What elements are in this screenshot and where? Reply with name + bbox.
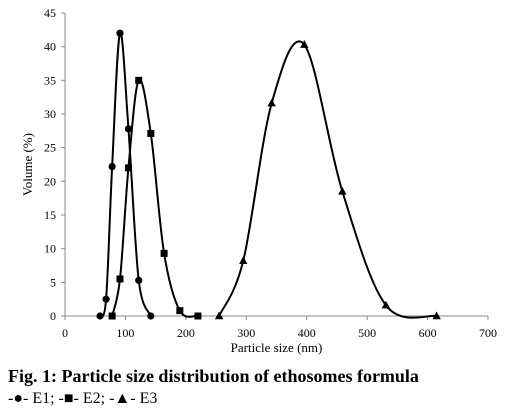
y-tick-label: 5 (50, 275, 56, 289)
data-point-e3 (432, 311, 441, 320)
data-point-e2 (116, 275, 124, 283)
y-tick-label: 20 (44, 174, 56, 188)
x-tick-label: 0 (62, 326, 68, 340)
figure-caption: Fig. 1: Particle size distribution of et… (8, 366, 419, 386)
series-line-e2 (111, 78, 199, 318)
data-point-e3 (214, 311, 224, 320)
x-tick-label: 100 (116, 326, 134, 340)
x-tick-label: 600 (419, 326, 437, 340)
x-axis-label: Particle size (nm) (231, 340, 323, 355)
series-line-e1 (99, 32, 152, 317)
y-tick-label: 40 (44, 40, 56, 54)
data-point-e1 (96, 312, 104, 320)
data-point-e2 (194, 312, 202, 320)
data-point-e3 (300, 40, 309, 48)
data-point-e3 (267, 98, 276, 107)
data-point-e3 (338, 186, 347, 195)
y-axis-label: Volume (%) (20, 133, 35, 196)
y-tick-label: 25 (44, 141, 56, 155)
x-tick-label: 500 (358, 326, 376, 340)
data-point-e2 (135, 76, 143, 84)
particle-size-chart: 0 100 200 300 400 500 600 700 0 5 10 15 20 25 30 35 40 45… (20, 6, 497, 355)
series-layer (96, 29, 441, 320)
data-point-e1 (124, 125, 133, 133)
y-tick-label: 45 (44, 6, 56, 20)
data-point-e3 (239, 256, 248, 264)
data-point-e1 (108, 162, 116, 171)
legend-text: -●- E1; -■- E2; -▲- E3 (8, 390, 158, 407)
data-point-e2 (124, 164, 132, 172)
data-point-e2 (176, 307, 184, 315)
data-point-e2 (160, 249, 168, 257)
data-point-e1 (135, 276, 143, 284)
data-point-e2 (147, 130, 155, 138)
y-tick-label: 35 (44, 73, 56, 87)
axes: 0 100 200 300 400 500 600 700 0 5 10 15 20 25 30 35 40 45 (44, 6, 497, 340)
data-point-e1 (102, 295, 110, 303)
data-point-e1 (147, 312, 155, 320)
series-line-e3 (218, 40, 437, 319)
y-tick-label: 0 (50, 309, 56, 323)
data-point-e1 (116, 29, 124, 37)
y-tick-label: 15 (44, 208, 56, 222)
data-point-e2 (108, 312, 116, 320)
y-tick-label: 30 (44, 107, 56, 121)
x-tick-label: 400 (298, 326, 316, 340)
data-point-e3 (381, 300, 391, 309)
y-tick-label: 10 (44, 242, 56, 256)
x-tick-label: 300 (237, 326, 255, 340)
x-tick-label: 700 (479, 326, 497, 340)
x-tick-label: 200 (177, 326, 195, 340)
